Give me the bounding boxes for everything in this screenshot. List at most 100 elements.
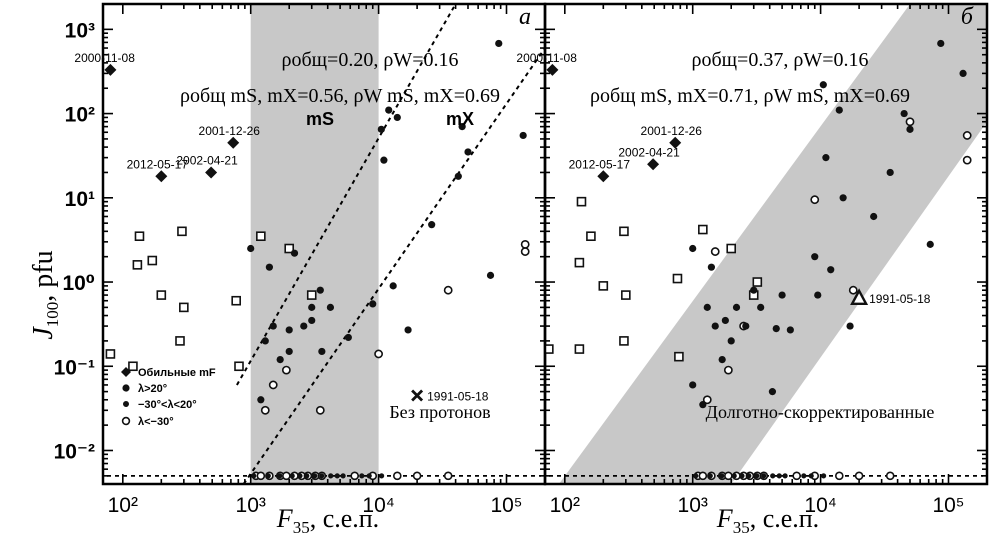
y-tick-label: 10⁰ <box>62 272 95 295</box>
filled-dot-marker <box>703 303 711 311</box>
date-label: 2012-05-17 <box>127 157 189 171</box>
zero-row-open-marker <box>392 471 402 481</box>
cross-marker <box>411 389 424 402</box>
legend-open-icon <box>121 416 131 426</box>
filled-dot-marker <box>308 303 316 311</box>
open-square-marker <box>752 277 763 287</box>
filled-dot-marker <box>886 168 894 177</box>
filled-dot-marker <box>247 244 255 253</box>
stats-line-2: ρобщ mS, mX=0.56, ρW mS, mX=0.69 <box>180 85 500 107</box>
open-circle-marker <box>723 365 733 375</box>
filled-dot-marker <box>768 388 777 396</box>
filled-dot-marker <box>269 322 277 330</box>
filled-dot-marker <box>276 355 284 364</box>
open-square-marker <box>574 344 585 354</box>
legend-small-dot-icon <box>123 401 129 407</box>
filled-dot-marker <box>458 123 466 131</box>
filled-dot-marker <box>318 347 326 356</box>
triangle-marker <box>850 288 869 305</box>
zero-row-dot-marker <box>707 473 713 479</box>
filled-dot-marker <box>742 322 750 330</box>
open-square-marker <box>621 290 631 300</box>
open-circle-marker <box>702 395 712 405</box>
open-square-marker <box>619 226 629 237</box>
filled-dot-marker <box>428 221 436 229</box>
filled-dot-marker <box>316 286 324 294</box>
date-label: 2002-04-21 <box>618 145 680 159</box>
filled-dot-marker <box>906 125 914 133</box>
date-label: 2002-04-21 <box>176 153 238 167</box>
open-square-marker <box>179 302 189 313</box>
y-axis-label: J100, pfu <box>28 250 62 339</box>
open-circle-marker <box>443 285 453 295</box>
open-square-marker <box>698 224 708 235</box>
zero-row-dot-marker <box>776 473 782 479</box>
filled-dot-marker <box>285 347 293 356</box>
date-label: 2000-11-08 <box>74 51 135 65</box>
bottom-note: Долготно-скорректированные <box>706 402 935 422</box>
zero-row-open-marker <box>443 471 453 481</box>
open-square-marker <box>674 351 684 362</box>
x-tick-label: 10⁴ <box>362 494 394 517</box>
region-label-ms: mS <box>306 109 334 129</box>
zero-row-dot-marker <box>731 473 737 479</box>
open-circle-marker <box>710 247 720 256</box>
zero-row-dot-marker <box>379 473 385 479</box>
legend-diamond-icon <box>121 367 131 377</box>
filled-dot-marker <box>344 333 352 342</box>
shaded-diagonal-band <box>558 4 987 484</box>
open-square-marker <box>177 226 187 237</box>
zero-row-open-marker <box>885 471 895 481</box>
filled-dot-marker <box>835 106 843 114</box>
legend-label: Обильные mF <box>138 367 216 379</box>
diamond-marker <box>155 170 168 183</box>
filled-dot-marker <box>839 194 847 202</box>
y-tick-label: 10⁻¹ <box>54 356 95 379</box>
filled-dot-marker <box>778 291 786 299</box>
filled-dot-marker <box>300 322 308 330</box>
zero-row-dot-marker <box>289 473 295 479</box>
region-label-mx: mX <box>446 109 474 129</box>
panel-b: 2000-11-08 2001-12-26 2012-05-172002-04-21… <box>516 2 989 517</box>
date-label: 1991-05-18 <box>427 389 489 403</box>
open-circle-marker <box>281 365 291 375</box>
zero-row-dot-marker <box>277 473 283 479</box>
zero-row-dot-marker <box>251 473 257 479</box>
filled-dot-marker <box>926 240 934 248</box>
open-square-marker <box>256 231 266 242</box>
x-tick-label: 10³ <box>678 494 708 517</box>
date-label: 1991-05-18 <box>869 292 931 306</box>
y-tick-label: 10⁻² <box>54 440 95 463</box>
date-label: 2001-12-26 <box>641 124 703 138</box>
x-tick-label: 10⁵ <box>490 494 522 517</box>
open-square-marker <box>672 273 683 284</box>
filled-dot-marker <box>265 263 273 271</box>
open-square-marker <box>234 361 244 372</box>
zero-row-dot-marker <box>770 473 776 479</box>
filled-dot-marker <box>454 172 462 180</box>
zero-row-open-marker <box>792 471 801 481</box>
filled-dot-marker <box>721 316 729 325</box>
filled-dot-marker <box>369 300 377 308</box>
zero-row-dot-marker <box>782 473 788 479</box>
open-square-marker <box>105 349 116 359</box>
filled-dot-marker <box>389 282 397 290</box>
open-circle-marker <box>962 155 972 165</box>
filled-dot-marker <box>257 396 265 404</box>
diamond-marker <box>205 166 218 179</box>
legend-label: −30°<λ<20° <box>138 399 197 411</box>
filled-dot-marker <box>750 286 758 294</box>
filled-dot-marker <box>937 39 945 48</box>
stats-line-2: ρобщ mS, mX=0.71, ρW mS, mX=0.69 <box>590 85 910 107</box>
y-tick-label: 10² <box>65 104 95 127</box>
filled-dot-marker <box>290 249 299 257</box>
filled-dot-marker <box>846 322 854 330</box>
zero-row-dot-marker <box>334 473 340 479</box>
filled-dot-marker <box>285 326 293 334</box>
zero-row-dot-marker <box>319 473 325 479</box>
filled-dot-marker <box>870 212 878 221</box>
filled-dot-marker <box>380 156 388 164</box>
zero-row-open-marker <box>854 471 864 481</box>
filled-dot-marker <box>261 337 269 345</box>
stats-line-1: ρобщ=0.37, ρW=0.16 <box>692 49 869 71</box>
